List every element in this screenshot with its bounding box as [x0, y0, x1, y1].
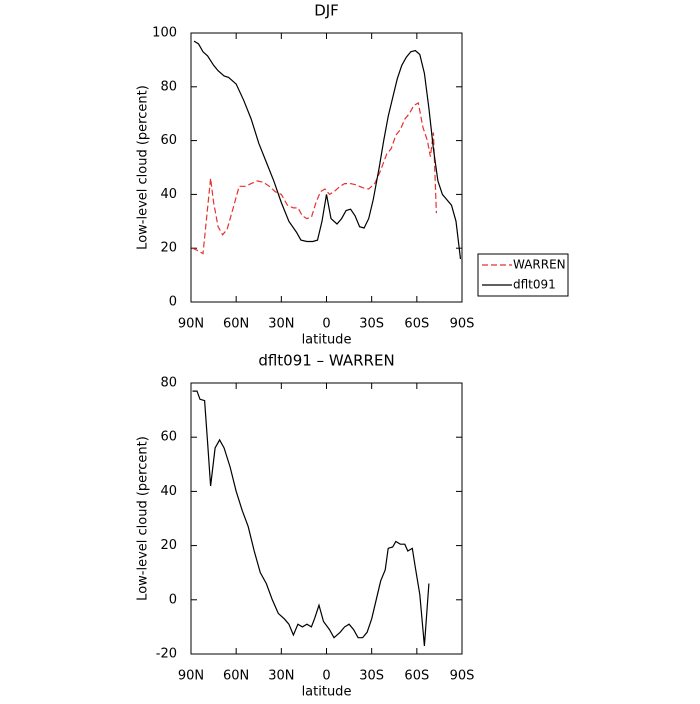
x-tick-label: 90N — [178, 317, 204, 332]
chart-title: dflt091 – WARREN — [258, 352, 394, 370]
data-line — [192, 390, 430, 646]
x-tick-label: 30S — [359, 669, 384, 684]
plot-frame — [190, 32, 463, 303]
y-axis-label: Low-level cloud (percent) — [136, 436, 151, 601]
x-axis-label: latitude — [302, 333, 352, 348]
y-tick-label: 80 — [160, 376, 177, 391]
y-tick-label: 0 — [169, 295, 177, 310]
x-tick-label: 30N — [268, 669, 294, 684]
x-axis-label: latitude — [302, 685, 352, 700]
x-tick-label: 60S — [404, 317, 429, 332]
x-tick-label: 90S — [450, 317, 475, 332]
y-tick-label: 40 — [160, 187, 177, 202]
y-tick-label: 20 — [160, 241, 177, 256]
data-line — [192, 101, 437, 255]
y-axis-label: Low-level cloud (percent) — [136, 85, 151, 250]
x-tick-label: 90S — [450, 669, 475, 684]
y-tick-label: 60 — [160, 430, 177, 445]
x-tick-label: 0 — [322, 669, 330, 684]
chart-title: DJF — [314, 2, 339, 20]
x-tick-label: 30N — [268, 317, 294, 332]
y-tick-label: 20 — [160, 538, 177, 553]
y-tick-label: 60 — [160, 133, 177, 148]
x-tick-label: 60N — [223, 317, 249, 332]
legend-label: dflt091 — [513, 278, 556, 292]
y-tick-label: 0 — [169, 592, 177, 607]
x-tick-label: 60N — [223, 669, 249, 684]
y-tick-label: 100 — [152, 26, 177, 41]
x-tick-label: 30S — [359, 317, 384, 332]
x-tick-label: 60S — [404, 669, 429, 684]
data-line — [193, 40, 462, 260]
y-tick-label: 80 — [160, 79, 177, 94]
x-tick-label: 90N — [178, 669, 204, 684]
x-tick-label: 0 — [322, 317, 330, 332]
legend-label: WARREN — [513, 258, 566, 272]
y-tick-label: 40 — [160, 484, 177, 499]
legend-box — [477, 253, 569, 297]
y-tick-label: -20 — [156, 647, 177, 662]
